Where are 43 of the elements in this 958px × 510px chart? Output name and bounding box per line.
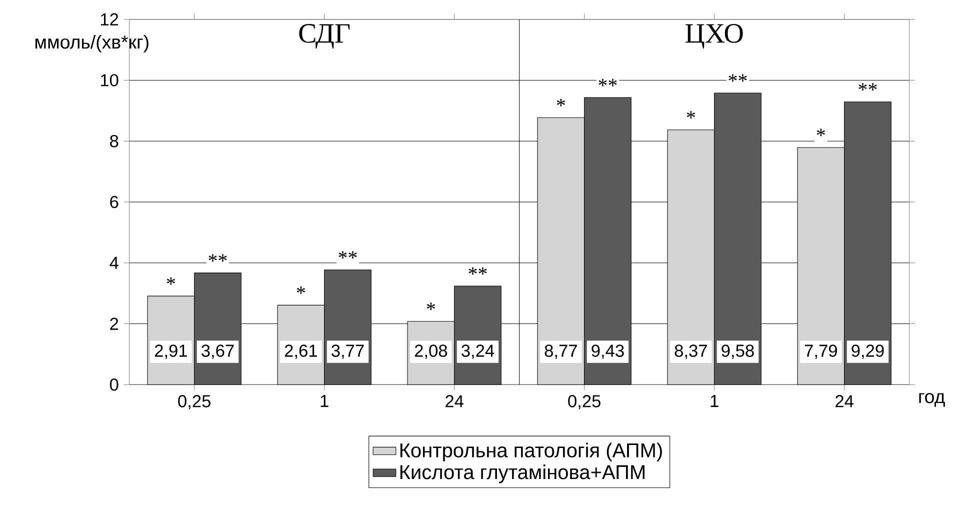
annotation: ЦХО — [686, 24, 743, 49]
x-tick-label: 24 — [836, 395, 854, 408]
text: ** — [468, 267, 487, 275]
data-label: 9,29 — [852, 344, 884, 359]
annotation: СДГ — [299, 24, 350, 49]
legend-label: Кислота глутамінова+АПМ — [400, 464, 644, 484]
text: * — [296, 286, 305, 294]
x-tick-label: 0,25 — [178, 395, 210, 410]
text: * — [816, 128, 825, 136]
data-label: 9,58 — [722, 344, 754, 359]
data-label: 3,67 — [202, 344, 234, 359]
annotation: ** — [208, 254, 227, 262]
x-axis-title: год — [919, 393, 945, 407]
data-label: 8,77 — [544, 344, 577, 359]
x-tick-label: 1 — [710, 395, 718, 407]
text: ** — [728, 74, 747, 82]
y-tick-label: 2 — [110, 318, 118, 330]
text: ** — [338, 251, 357, 259]
text: * — [556, 98, 565, 106]
y-tick-label: 12 — [100, 13, 118, 26]
x-tick-label: 1 — [320, 395, 328, 407]
y-axis-title: ммоль/(хв*кг) — [35, 34, 148, 52]
text: * — [426, 302, 435, 310]
data-label: 2,61 — [284, 344, 317, 359]
data-label: 7,79 — [804, 344, 837, 359]
annotation: * — [166, 277, 175, 285]
text: ** — [598, 78, 617, 86]
y-tick-label: 0 — [110, 378, 118, 391]
y-tick-label: 6 — [110, 196, 118, 208]
text: * — [686, 111, 695, 118]
data-label: 2,08 — [414, 344, 448, 359]
x-tick-label: 0,25 — [568, 395, 600, 410]
text: ** — [858, 83, 877, 90]
data-label: 3,24 — [462, 344, 494, 359]
y-tick-label: 8 — [110, 134, 118, 148]
data-label: 8,37 — [674, 344, 707, 359]
y-tick-label: 10 — [100, 74, 118, 86]
data-label: 9,43 — [592, 344, 624, 359]
data-label: 2,91 — [154, 344, 187, 359]
legend-label: Контрольна патологія (АПМ) — [400, 442, 662, 462]
x-tick-label: 24 — [446, 395, 464, 408]
y-tick-label: 4 — [110, 256, 118, 269]
data-label: 3,77 — [332, 344, 364, 359]
